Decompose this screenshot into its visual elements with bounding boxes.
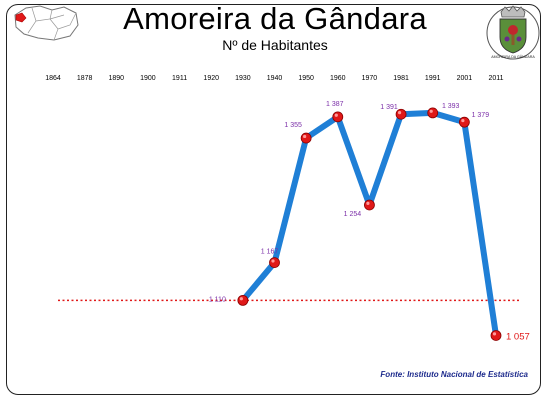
source-note: Fonte: Instituto Nacional de Estatística [380, 370, 528, 379]
x-tick-label: 1920 [203, 75, 219, 82]
coat-of-arms-icon: AMOREIRA DA GÂNDARA [486, 5, 540, 60]
x-tick-label: 1878 [77, 75, 93, 82]
data-label: 1 393 [442, 103, 460, 110]
data-point [458, 116, 470, 128]
data-label: 1 379 [472, 112, 490, 119]
x-tick-label: 1950 [298, 75, 314, 82]
data-point [364, 199, 375, 211]
data-labels: 1 110 1 167 1 355 1 387 1 254 1 391 1 393 1 379… [209, 101, 530, 343]
data-label: 1 355 [284, 122, 302, 129]
data-point-highlight [271, 259, 275, 263]
data-point [490, 330, 502, 341]
data-point-highlight [303, 134, 307, 139]
chart-frame [6, 4, 541, 395]
x-tick-label: 1890 [108, 75, 124, 82]
population-line [239, 109, 499, 339]
x-tick-label: 1981 [393, 75, 409, 82]
data-point [300, 132, 312, 144]
data-point-highlight [461, 118, 465, 123]
data-point-highlight [239, 297, 243, 301]
data-label: 1 387 [326, 101, 344, 108]
x-tick-label: 1940 [267, 75, 283, 82]
x-tick-label: 1930 [235, 75, 251, 82]
data-markers [237, 107, 502, 341]
data-point-highlight [429, 109, 433, 113]
data-label: 1 057 [506, 331, 530, 342]
chart-title: Amoreira da Gândara [123, 1, 427, 36]
x-tick-label: 2011 [488, 75, 503, 82]
data-point-highlight [492, 332, 497, 336]
chart-subtitle: Nº de Habitantes [222, 37, 328, 53]
data-point-highlight [334, 113, 338, 117]
x-tick-label: 1991 [425, 75, 441, 82]
data-point-highlight [397, 111, 402, 115]
data-label: 1 167 [261, 249, 279, 256]
data-label: 1 110 [209, 296, 226, 303]
data-point [332, 111, 344, 123]
x-tick-label: 1970 [362, 75, 378, 82]
x-tick-label: 1900 [140, 75, 156, 82]
coat-of-arms-motto: AMOREIRA DA GÂNDARA [491, 55, 535, 59]
x-tick-label: 1911 [172, 75, 187, 82]
data-label: 1 254 [344, 211, 362, 218]
x-axis-ticks: 1864 1878 1890 1900 1911 1920 1930 1940 1950 1960… [45, 75, 503, 82]
data-point [237, 294, 249, 306]
data-point [269, 257, 280, 269]
x-tick-label: 2001 [457, 75, 473, 82]
data-point [427, 107, 439, 119]
x-tick-label: 1864 [45, 75, 61, 82]
data-point-highlight [366, 201, 370, 205]
x-tick-label: 1960 [330, 75, 346, 82]
region-map-icon [14, 5, 79, 41]
data-label: 1 391 [380, 104, 398, 111]
